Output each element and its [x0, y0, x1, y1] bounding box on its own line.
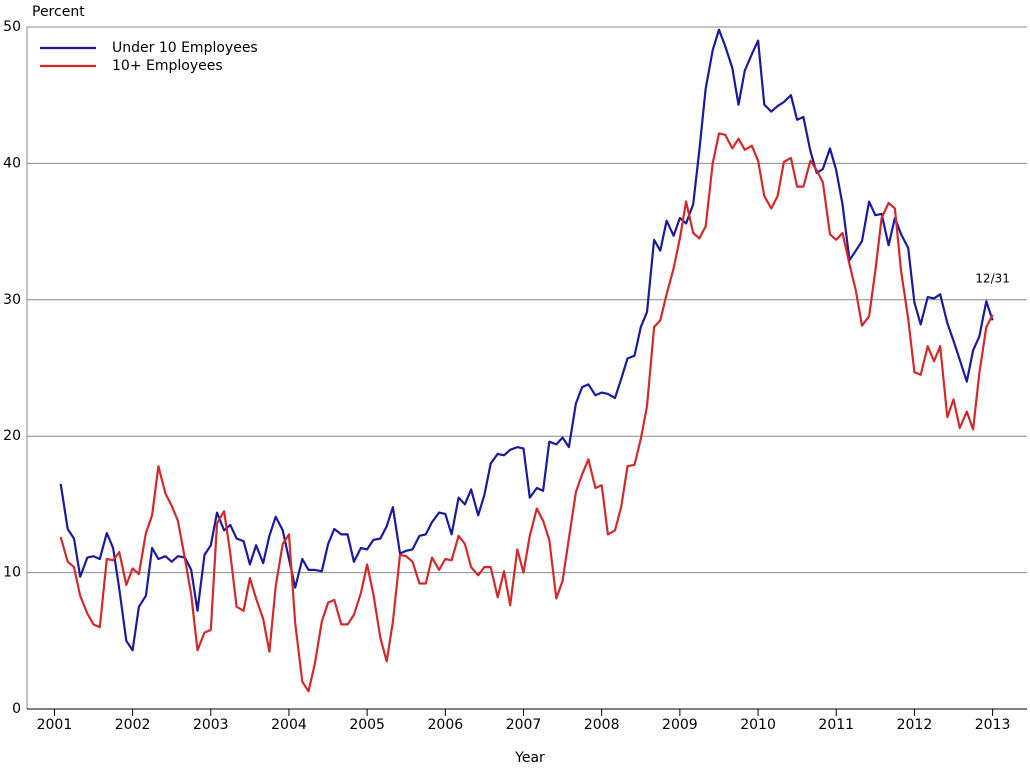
series-line — [59, 28, 994, 652]
x-axis-label: Year — [514, 750, 545, 766]
series-line — [59, 132, 994, 693]
x-tick-label: 2010 — [740, 717, 776, 733]
x-tick-label: 2012 — [897, 717, 933, 733]
x-tick-label: 2004 — [271, 717, 307, 733]
x-tick-label: 2003 — [193, 717, 229, 733]
y-tick-label: 30 — [3, 292, 21, 308]
x-tick-label: 2001 — [37, 717, 73, 733]
legend-label: Under 10 Employees — [112, 40, 258, 56]
x-tick-label: 2006 — [428, 717, 464, 733]
x-tick-label: 2013 — [975, 717, 1011, 733]
legend-label: 10+ Employees — [112, 58, 223, 74]
x-tick-label: 2009 — [662, 717, 698, 733]
x-tick-label: 2005 — [349, 717, 385, 733]
y-tick-label: 10 — [3, 565, 21, 581]
x-tick-label: 2011 — [818, 717, 854, 733]
x-tick-label: 2002 — [115, 717, 151, 733]
y-tick-label: 40 — [3, 155, 21, 171]
x-tick-label: 2008 — [584, 717, 620, 733]
annotation: 12/31 — [975, 272, 1010, 286]
y-tick-label: 20 — [3, 428, 21, 444]
y-tick-label: 0 — [12, 701, 21, 717]
y-axis-label: Percent — [32, 4, 85, 20]
x-tick-label: 2007 — [506, 717, 542, 733]
y-tick-label: 50 — [3, 19, 21, 35]
